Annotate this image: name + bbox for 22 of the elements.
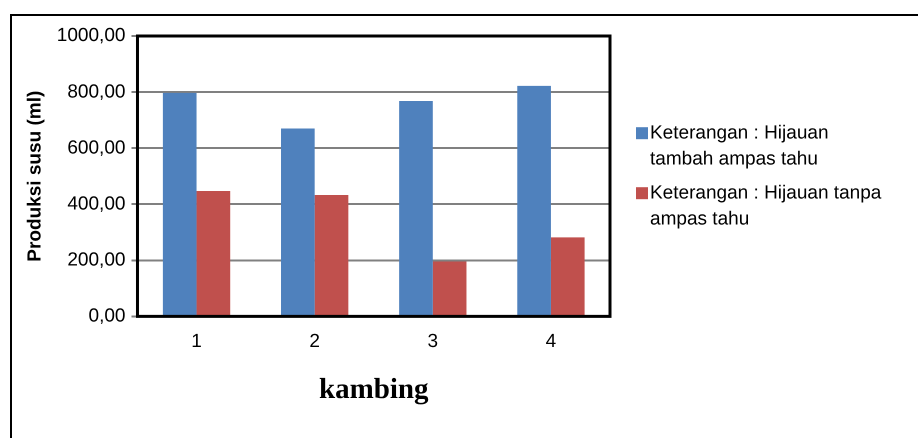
bar <box>399 101 433 316</box>
bar <box>314 194 348 316</box>
y-tick-label: 1000,00 <box>56 25 126 46</box>
bar <box>550 237 585 316</box>
legend-label: Keterangan : Hijauan tanpa ampas tahu <box>650 182 882 230</box>
x-tick-label: 4 <box>546 331 557 352</box>
legend-label: Keterangan : Hijauan tambah ampas tahu <box>650 122 829 170</box>
y-tick-label: 200,00 <box>67 250 126 271</box>
y-tick-label: 600,00 <box>67 137 126 158</box>
y-tick-label: 800,00 <box>67 81 126 102</box>
x-tick-label: 2 <box>309 331 320 352</box>
y-tick-label: 400,00 <box>67 193 126 214</box>
bar <box>517 86 551 316</box>
x-tick-label: 1 <box>191 331 202 352</box>
y-tick-label: 0,00 <box>88 306 126 327</box>
x-axis-title: kambing <box>318 373 430 406</box>
bar <box>196 191 230 316</box>
bar <box>432 261 466 316</box>
x-tick-label: 3 <box>428 331 438 352</box>
bar <box>281 128 315 316</box>
y-axis-title: Produksi susu (ml) <box>24 90 46 262</box>
bar <box>162 92 197 316</box>
